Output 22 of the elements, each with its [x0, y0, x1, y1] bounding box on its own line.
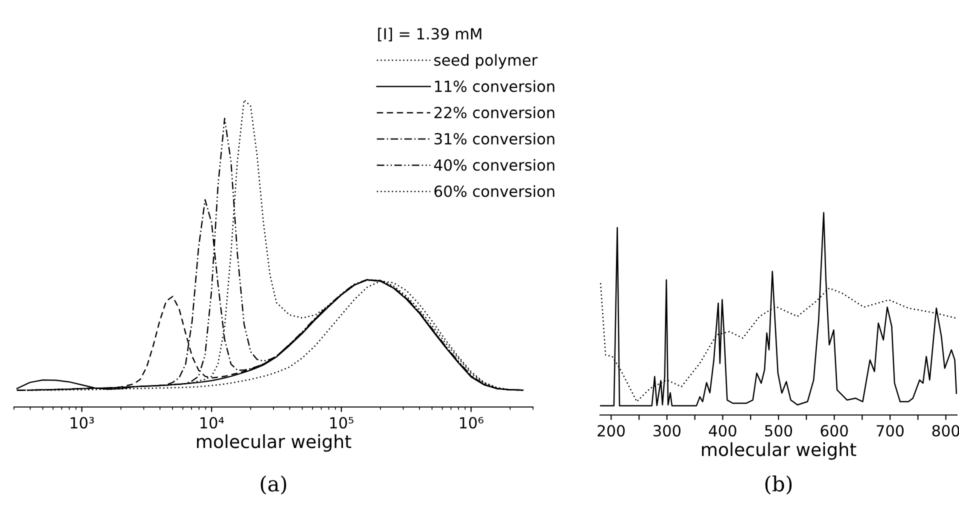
- legend-label: 60% conversion: [434, 185, 554, 198]
- x-tick-label: 600: [820, 424, 848, 437]
- legend-label: 31% conversion: [434, 132, 554, 145]
- x-axis-title: molecular weight: [702, 442, 856, 460]
- legend-label: 22% conversion: [434, 106, 554, 118]
- x-tick-label: 10³: [70, 416, 94, 429]
- x-tick-label: 10⁴: [200, 416, 224, 429]
- text: (b): [765, 475, 792, 495]
- x-tick-label: 500: [765, 424, 792, 437]
- legend-label: 11% conversion: [435, 80, 554, 92]
- legend-label: 40% conversion: [434, 158, 554, 171]
- x-tick-label: 300: [654, 424, 681, 437]
- legend-label: seed polymer: [434, 54, 538, 69]
- x-axis-title: molecular weight: [197, 434, 352, 452]
- legend-title: [I] = 1.39 mM: [378, 28, 482, 42]
- x-tick-label: 400: [708, 424, 736, 437]
- x-tick-label: 10⁶: [460, 416, 484, 429]
- x-tick-label: 10⁵: [330, 416, 354, 429]
- text: (a): [260, 475, 286, 495]
- x-tick-label: 800: [932, 424, 959, 437]
- x-tick-label: 700: [876, 424, 904, 437]
- x-tick-label: 200: [598, 424, 625, 437]
